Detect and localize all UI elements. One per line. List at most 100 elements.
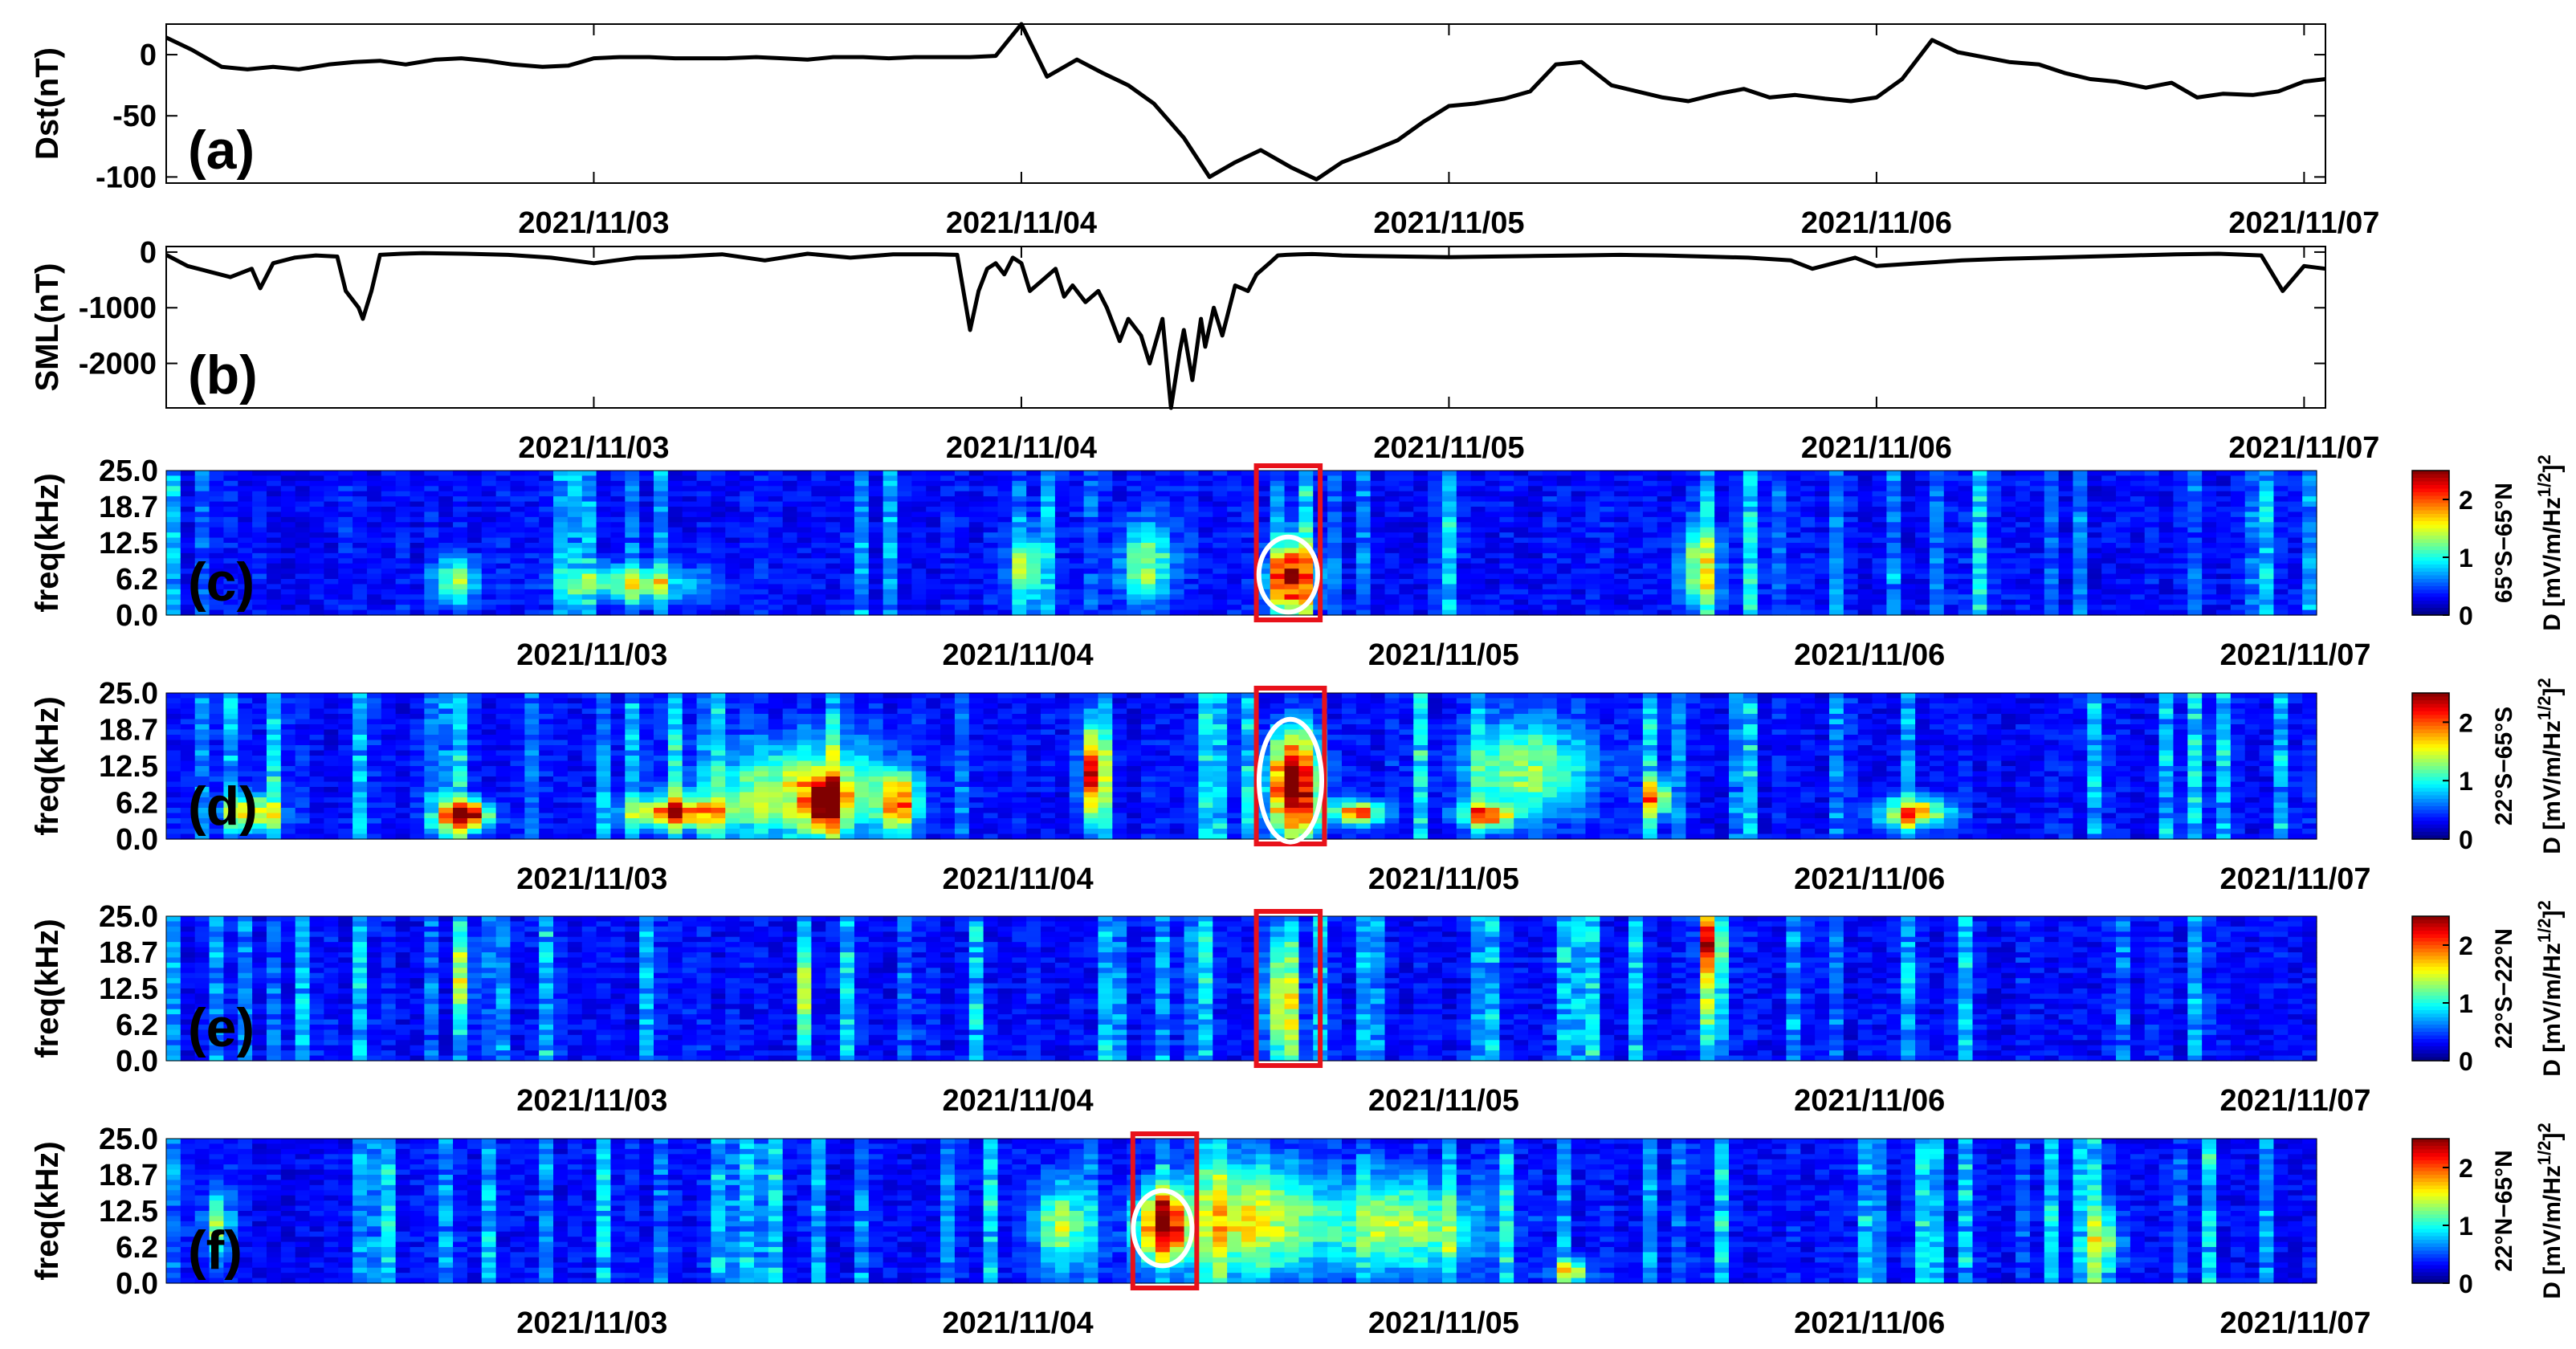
heatmap-cell [1571, 511, 1586, 517]
heatmap-cell [869, 538, 883, 544]
heatmap-cell [1213, 543, 1227, 548]
y-tick-label: -1000 [79, 291, 157, 325]
heatmap-cell [625, 605, 639, 610]
heatmap-cell [324, 528, 338, 533]
heatmap-cell [940, 532, 955, 538]
heatmap-cell [1156, 569, 1170, 574]
heatmap-cell [1499, 574, 1514, 580]
heatmap-cell [854, 543, 869, 548]
heatmap-cell [997, 548, 1012, 553]
heatmap-cell [252, 543, 267, 548]
heatmap-cell [1026, 496, 1041, 502]
heatmap-cell [597, 553, 611, 559]
heatmap-cell [195, 475, 210, 481]
heatmap-cell [438, 543, 453, 548]
heatmap-cell [582, 543, 597, 548]
heatmap-cell [683, 564, 697, 569]
heatmap-cell [1457, 584, 1471, 589]
heatmap-cell [1285, 486, 1299, 491]
heatmap-cell [539, 574, 553, 580]
heatmap-cell [869, 486, 883, 491]
heatmap-cell [1499, 507, 1514, 512]
heatmap-cell [1557, 548, 1571, 553]
heatmap-cell [625, 538, 639, 544]
heatmap-cell [496, 594, 511, 600]
heatmap-cell [1227, 538, 1241, 544]
heatmap-cell [438, 502, 453, 507]
heatmap-cell [1486, 543, 1500, 548]
heatmap-cell [597, 511, 611, 517]
heatmap-cell [840, 502, 854, 507]
heatmap-cell [482, 548, 496, 553]
heatmap-cell [1298, 522, 1313, 528]
heatmap-cell [1543, 538, 1557, 544]
heatmap-cell [1055, 589, 1070, 595]
heatmap-cell [840, 481, 854, 487]
heatmap-cell [597, 564, 611, 569]
heatmap-cell [940, 543, 955, 548]
heatmap-cell [524, 569, 539, 574]
heatmap-cell [582, 507, 597, 512]
heatmap-cell [396, 569, 410, 574]
heatmap-cell [510, 594, 524, 600]
heatmap-cell [496, 564, 511, 569]
heatmap-cell [1156, 517, 1170, 523]
heatmap-cell [524, 558, 539, 564]
heatmap-cell [610, 486, 625, 491]
heatmap-cell [1084, 517, 1098, 523]
heatmap-cell [1055, 491, 1070, 497]
heatmap-cell [553, 491, 568, 497]
heatmap-cell [467, 605, 482, 610]
heatmap-cell [783, 481, 797, 487]
heatmap-cell [195, 528, 210, 533]
heatmap-cell [898, 558, 912, 564]
heatmap-cell [467, 548, 482, 553]
heatmap-cell [1457, 605, 1471, 610]
heatmap-cell [768, 574, 783, 580]
heatmap-cell [396, 584, 410, 589]
heatmap-cell [610, 574, 625, 580]
heatmap-cell [811, 522, 825, 528]
heatmap-cell [1270, 553, 1285, 559]
heatmap-cell [697, 579, 711, 585]
heatmap-cell [496, 605, 511, 610]
heatmap-cell [1012, 579, 1026, 585]
heatmap-cell [697, 605, 711, 610]
heatmap-cell [1084, 553, 1098, 559]
heatmap-cell [568, 486, 582, 491]
heatmap-cell [296, 481, 310, 487]
heatmap-cell [625, 491, 639, 497]
heatmap-cell [911, 486, 926, 491]
heatmap-cell [825, 589, 840, 595]
heatmap-cell [1141, 475, 1156, 481]
heatmap-cell [1055, 558, 1070, 564]
heatmap-cell [1371, 511, 1385, 517]
heatmap-cell [1127, 528, 1141, 533]
heatmap-cell [1270, 475, 1285, 481]
heatmap-cell [1141, 574, 1156, 580]
heatmap-cell [1399, 569, 1413, 574]
heatmap-cell [496, 553, 511, 559]
heatmap-cell [539, 496, 553, 502]
heatmap-cell [1543, 532, 1557, 538]
heatmap-cell [797, 543, 812, 548]
heatmap-cell [1486, 507, 1500, 512]
heatmap-cell [740, 486, 754, 491]
heatmap-cell [1112, 486, 1127, 491]
heatmap-cell [854, 517, 869, 523]
heatmap-cell [955, 569, 969, 574]
heatmap-cell [969, 496, 984, 502]
heatmap-cell [381, 594, 396, 600]
heatmap-cell [1170, 517, 1184, 523]
heatmap-cell [1041, 584, 1055, 589]
heatmap-cell [639, 532, 654, 538]
heatmap-cell [1342, 558, 1356, 564]
heatmap-cell [1170, 569, 1184, 574]
heatmap-cell [482, 584, 496, 589]
heatmap-cell [1084, 532, 1098, 538]
heatmap-cell [911, 517, 926, 523]
heatmap-cell [1557, 486, 1571, 491]
heatmap-cell [639, 600, 654, 605]
heatmap-cell [424, 522, 438, 528]
heatmap-cell [1227, 502, 1241, 507]
